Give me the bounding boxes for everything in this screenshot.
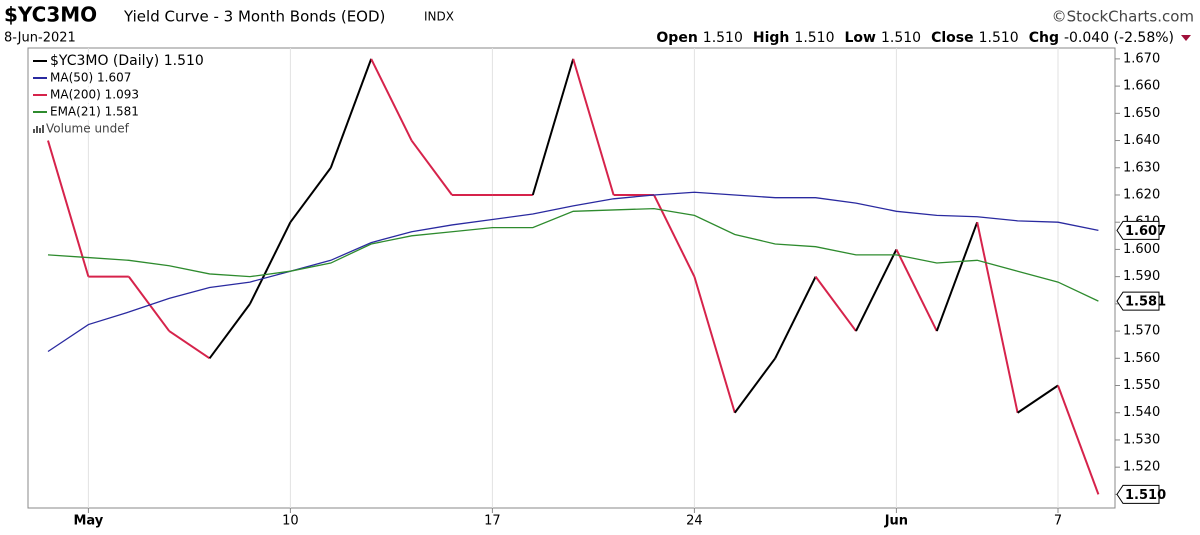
- quote-value: -0.040 (-2.58%): [1064, 30, 1174, 46]
- legend-label: MA(200) 1.093: [50, 88, 139, 102]
- price-segment: [168, 330, 211, 360]
- price-segment: [127, 276, 171, 332]
- y-tick-label: 1.540: [1123, 405, 1160, 420]
- y-tick-label: 1.660: [1123, 79, 1160, 94]
- price-segment: [370, 58, 413, 141]
- quote-label: High: [753, 30, 790, 46]
- legend-label: EMA(21) 1.581: [50, 105, 139, 119]
- price-segment: [976, 221, 1019, 413]
- quote-value: 1.510: [794, 30, 834, 46]
- exchange: INDX: [424, 10, 454, 24]
- x-tick-label: 10: [282, 514, 299, 529]
- price-segment: [572, 58, 615, 196]
- legend-bg: [30, 53, 270, 69]
- y-tick-label: 1.650: [1123, 106, 1160, 121]
- price-segment: [410, 139, 453, 196]
- volume-icon: [42, 125, 44, 133]
- price-segment: [895, 248, 938, 332]
- price-segment: [249, 221, 292, 305]
- y-tick-label: 1.520: [1123, 460, 1160, 475]
- price-segment: [855, 248, 898, 332]
- y-tick-label: 1.570: [1123, 324, 1160, 339]
- x-tick-label: 17: [484, 514, 501, 529]
- x-tick-label: 24: [686, 514, 703, 529]
- price-segment: [531, 58, 575, 196]
- y-tick-label: 1.600: [1123, 242, 1160, 257]
- series-line: [47, 191, 1099, 353]
- x-tick-label: Jun: [884, 514, 908, 529]
- y-tick-label: 1.590: [1123, 269, 1160, 284]
- volume-legend: Volume undef: [46, 122, 130, 136]
- symbol: $YC3MO: [4, 3, 97, 27]
- y-tick-label: 1.550: [1123, 378, 1160, 393]
- price-segment: [774, 276, 817, 359]
- quote-value: 1.510: [979, 30, 1019, 46]
- price-segment: [1057, 385, 1100, 495]
- last-value-box: [1116, 484, 1160, 504]
- y-tick-label: 1.670: [1123, 51, 1160, 66]
- last-value-box: [1116, 291, 1160, 311]
- plot-border: [27, 47, 1116, 509]
- legend-bg: [30, 87, 170, 103]
- price-segment: [1017, 384, 1059, 414]
- x-tick-label: 7: [1054, 514, 1062, 529]
- series-line: [47, 207, 1099, 302]
- y-tick-label: 1.530: [1123, 432, 1160, 447]
- legend-bg: [30, 104, 170, 120]
- price-segment: [47, 140, 90, 277]
- quote-label: Low: [845, 30, 877, 46]
- price-segment: [289, 167, 332, 223]
- x-tick-label: May: [74, 514, 104, 529]
- price-segment: [693, 276, 736, 414]
- legend-label: $YC3MO (Daily) 1.510: [50, 53, 204, 69]
- last-value-label: 1.581: [1125, 295, 1166, 310]
- quote-value: 1.510: [881, 30, 921, 46]
- y-tick-label: 1.630: [1123, 160, 1160, 175]
- y-tick-label: 1.620: [1123, 187, 1160, 202]
- change-arrow: [1181, 35, 1191, 41]
- price-segment: [329, 58, 373, 169]
- volume-icon: [33, 129, 35, 133]
- legend-label: MA(50) 1.607: [50, 71, 131, 85]
- security-name: Yield Curve - 3 Month Bonds (EOD): [123, 8, 385, 26]
- last-value-label: 1.510: [1125, 488, 1166, 503]
- quote-value: 1.510: [703, 30, 743, 46]
- y-tick-label: 1.560: [1123, 351, 1160, 366]
- price-segment: [814, 276, 857, 332]
- last-value-label: 1.607: [1125, 224, 1166, 239]
- quote-label: Chg: [1029, 30, 1059, 46]
- y-tick-label: 1.640: [1123, 133, 1160, 148]
- quote-label: Close: [931, 30, 974, 46]
- legend-bg: [30, 70, 170, 86]
- volume-icon: [39, 128, 41, 133]
- quote-label: Open: [656, 30, 697, 46]
- price-segment: [653, 194, 696, 278]
- source: ©StockCharts.com: [1052, 8, 1194, 26]
- volume-icon: [36, 126, 38, 133]
- last-value-box: [1116, 220, 1160, 240]
- date: 8-Jun-2021: [4, 31, 76, 46]
- quote: Open 1.510 High 1.510 Low 1.510 Close 1.510 Chg -…: [656, 30, 1174, 46]
- price-segment: [733, 357, 777, 414]
- price-segment: [935, 221, 979, 332]
- price-segment: [208, 303, 251, 359]
